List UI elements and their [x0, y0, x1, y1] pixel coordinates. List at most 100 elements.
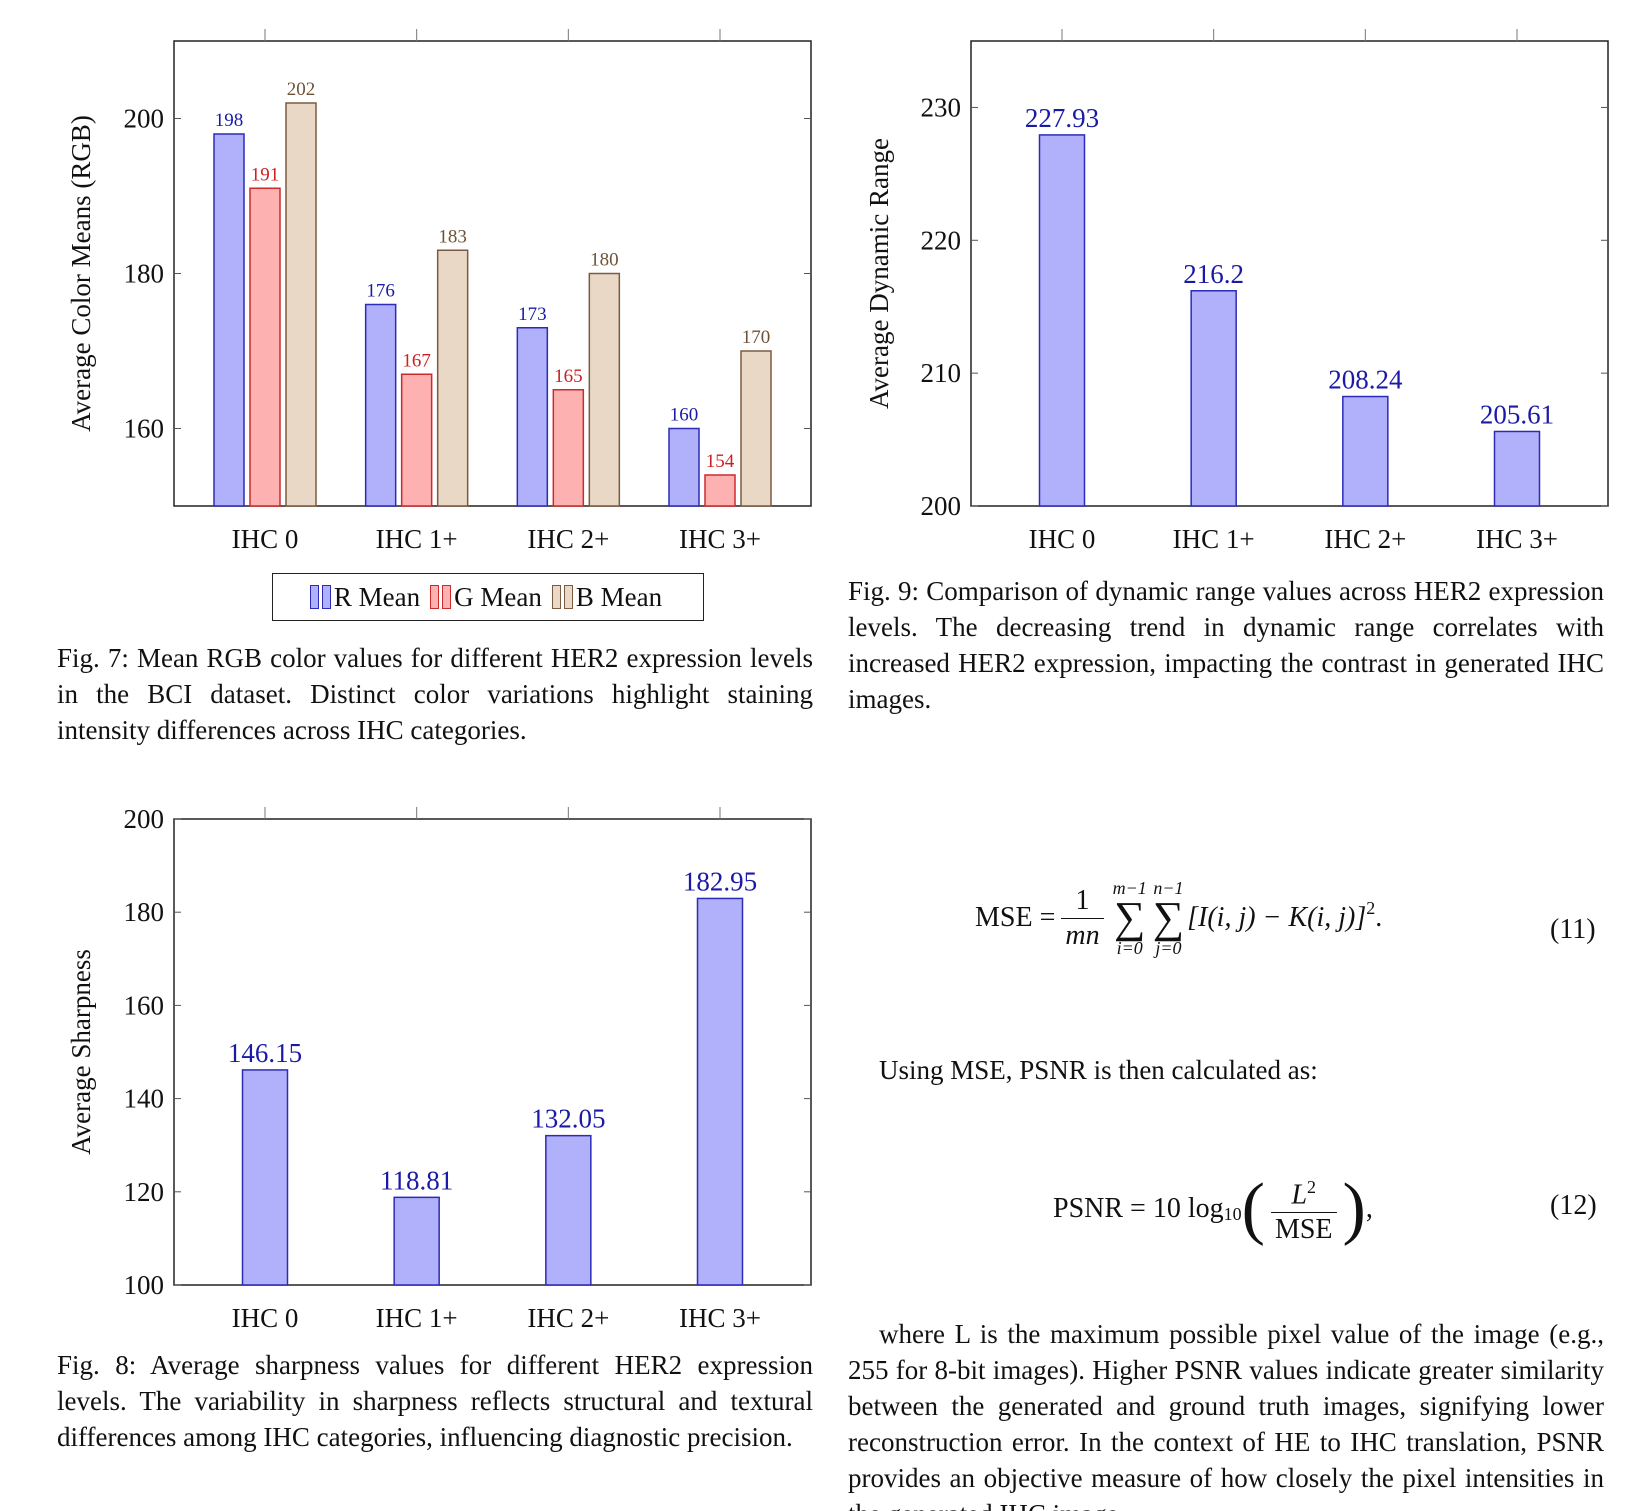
bar-value-label: 216.2 — [1183, 259, 1244, 289]
legend-g-swatch2 — [442, 585, 452, 609]
psnr-numerator: L2 — [1287, 1170, 1320, 1212]
fig8-caption: Fig. 8: Average sharpness values for dif… — [57, 1350, 813, 1452]
bar-value-label: 165 — [554, 366, 583, 387]
fig7-chart: 160 180 200 IHC 0 IHC 1+ IHC 2+ IHC 3+ Average … — [0, 0, 820, 554]
legend-r: R Mean — [309, 581, 421, 613]
psnr-end: , — [1365, 1192, 1373, 1224]
bar — [393, 1196, 440, 1286]
legend-b-swatch2 — [563, 585, 573, 609]
fig8-svg: 100 120 140 160 180 200 IHC 0 IHC 1+ IHC 2+ IHC 3… — [66, 804, 812, 1333]
bar — [285, 102, 317, 507]
equation-number-12: (12) — [1550, 1190, 1597, 1221]
mse-lhs: MSE = — [975, 902, 1056, 933]
left-paren-icon: ( — [1241, 1169, 1265, 1247]
x-tick-label: IHC 0 — [1029, 524, 1096, 554]
bar — [588, 272, 621, 507]
bar — [1493, 430, 1541, 507]
plot-frame — [970, 40, 1609, 507]
y-axis-label: Average Dynamic Range — [864, 138, 894, 409]
mse-body: [I(i, j) − K(i, j)] — [1187, 902, 1367, 933]
x-tick-label: IHC 2+ — [1324, 524, 1406, 554]
bar — [213, 133, 245, 507]
y-tick-label: 210 — [921, 358, 962, 388]
y-axis-label: Average Color Means (RGB) — [66, 115, 96, 432]
x-tick-label: IHC 3+ — [679, 1303, 761, 1333]
psnr-denominator: MSE — [1270, 1212, 1337, 1247]
legend-r-label: R Mean — [333, 581, 421, 612]
y-tick-label: 220 — [921, 225, 962, 255]
legend-b-label: B Mean — [575, 581, 663, 612]
plot-frame — [173, 818, 812, 1286]
bar — [400, 373, 433, 507]
legend-r-swatch2 — [321, 585, 331, 609]
y-tick-label: 120 — [124, 1177, 165, 1207]
psnr-numerator-text: L — [1291, 1179, 1308, 1211]
bar-value-label: 183 — [438, 226, 467, 247]
bar — [696, 897, 744, 1286]
psnr-fraction: L2 MSE — [1270, 1170, 1337, 1247]
bar-value-label: 198 — [215, 110, 244, 131]
bar — [516, 327, 549, 507]
bar-value-label: 173 — [518, 304, 547, 325]
bar-value-label: 146.15 — [228, 1038, 302, 1068]
equation-number-11: (11) — [1550, 914, 1596, 945]
bar-value-label: 191 — [251, 164, 280, 185]
mse-end: . — [1375, 902, 1383, 933]
y-tick-label: 100 — [124, 1270, 165, 1300]
bar-value-label: 176 — [366, 281, 395, 302]
sum-i-bottom: i=0 — [1116, 938, 1143, 958]
bar — [436, 249, 469, 507]
bar-value-label: 154 — [706, 451, 735, 472]
x-tick-label: IHC 1+ — [376, 1303, 458, 1333]
sum-j-bottom: j=0 — [1155, 938, 1182, 958]
sum-j: n−1 ∑ j=0 — [1153, 878, 1184, 958]
using-mse-text: Using MSE, PSNR is then calculated as: — [879, 1055, 1318, 1085]
psnr-log-base: 10 — [1223, 1204, 1242, 1225]
bar — [1342, 395, 1389, 507]
legend-g-label: G Mean — [454, 581, 542, 612]
x-tick-label: IHC 2+ — [527, 524, 609, 554]
bar-value-label: 205.61 — [1480, 399, 1554, 429]
legend-b: B Mean — [551, 581, 663, 613]
bar-value-label: 227.93 — [1025, 103, 1099, 133]
legend-g: G Mean — [430, 582, 542, 613]
sigma-icon: ∑ — [1114, 893, 1146, 942]
mse-fraction: 1 mn — [1061, 884, 1104, 953]
bar — [552, 389, 585, 507]
mse-denominator-text: mn — [1065, 919, 1100, 951]
bar-value-label: 118.81 — [380, 1165, 453, 1195]
bar — [740, 350, 772, 507]
x-tick-label: IHC 2+ — [527, 1303, 609, 1333]
bar — [545, 1134, 592, 1286]
sum-j-top: n−1 — [1153, 878, 1184, 898]
mse-exponent: 2 — [1366, 897, 1376, 918]
mse-equation: MSE = 1 mn m−1 ∑ i=0 n−1 ∑ j=0 [I(i, j) … — [975, 878, 1382, 958]
bar — [1190, 290, 1237, 507]
psnr-numerator-exp: 2 — [1307, 1177, 1317, 1197]
x-tick-label: IHC 3+ — [679, 524, 761, 554]
bar — [704, 474, 736, 507]
fig7-caption: Fig. 7: Mean RGB color values for differ… — [57, 643, 813, 745]
x-tick-label: IHC 1+ — [1173, 524, 1255, 554]
x-tick-label: IHC 0 — [232, 524, 299, 554]
bar — [668, 427, 700, 507]
psnr-lhs: PSNR = 10 log — [1053, 1192, 1224, 1224]
y-tick-label: 200 — [124, 804, 165, 834]
legend-g-swatch — [430, 585, 440, 609]
y-tick-label: 180 — [124, 259, 165, 289]
x-tick-label: IHC 1+ — [376, 524, 458, 554]
y-tick-label: 230 — [921, 92, 962, 122]
bar-value-label: 202 — [287, 79, 316, 100]
fig7-legend: R Mean G Mean B Mean — [272, 573, 704, 621]
psnr-equation: PSNR = 10 log 10 ( L2 MSE ) , — [1053, 1170, 1373, 1247]
bar — [1038, 134, 1086, 507]
bar — [249, 187, 281, 507]
bar-value-label: 180 — [590, 250, 619, 271]
y-tick-label: 180 — [124, 897, 165, 927]
y-tick-label: 160 — [124, 414, 165, 444]
sigma-icon: ∑ — [1152, 893, 1185, 942]
y-tick-label: 200 — [124, 104, 165, 134]
bar-value-label: 208.24 — [1328, 365, 1403, 395]
y-axis-label: Average Sharpness — [66, 949, 96, 1155]
bar-value-label: 167 — [402, 350, 431, 371]
